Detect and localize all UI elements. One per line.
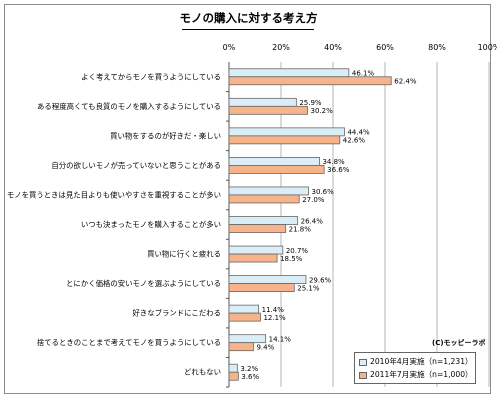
legend-label-2010: 2010年4月実施（n=1,231） xyxy=(370,357,473,366)
bar-2010 xyxy=(228,97,297,107)
category-label: 買い物に行くと疲れる xyxy=(147,250,221,259)
x-tick-label: 80% xyxy=(428,43,446,52)
bar-2011 xyxy=(228,253,278,263)
data-label: 3.6% xyxy=(241,373,259,381)
legend-item-2011: 2011年7月実施（n=1,000） xyxy=(359,370,473,380)
data-label: 30.6% xyxy=(312,188,335,196)
bar-2011 xyxy=(228,135,341,145)
data-label: 3.2% xyxy=(240,365,258,373)
data-label: 14.1% xyxy=(269,335,292,343)
category-label: とにかく価格の安いモノを選ぶようにしている xyxy=(66,279,221,288)
x-tick-label: 100% xyxy=(478,43,497,52)
legend-swatch-2011 xyxy=(359,371,367,379)
category-label: どれもない xyxy=(184,368,221,377)
bar-2010 xyxy=(228,334,267,344)
category-label: 買い物をするのが好きだ・楽しい xyxy=(110,131,221,140)
data-label: 25.1% xyxy=(297,284,320,292)
bar-2011 xyxy=(228,194,300,204)
data-label: 21.8% xyxy=(289,225,312,233)
x-tick-label: 40% xyxy=(324,43,342,52)
legend-label-2011: 2011年7月実施（n=1,000） xyxy=(370,370,473,379)
data-label: 12.1% xyxy=(263,314,286,322)
category-label: ある程度高くても良質のモノを購入するようにしている xyxy=(37,102,221,111)
category-label: よく考えてからモノを買うようにしている xyxy=(81,72,221,81)
bar-2011 xyxy=(228,371,239,381)
bar-2010 xyxy=(228,304,260,314)
chart-title: モノの購入に対する考え方 xyxy=(179,11,318,25)
title-underline xyxy=(182,29,314,30)
data-label: 25.9% xyxy=(299,99,322,107)
bar-2010 xyxy=(228,245,284,255)
bar-2011 xyxy=(228,105,308,115)
data-label: 26.4% xyxy=(301,217,324,225)
bar-2011 xyxy=(228,165,325,174)
data-label: 11.4% xyxy=(262,306,285,314)
x-tick-label: 20% xyxy=(272,43,290,52)
x-tick-label: 60% xyxy=(376,43,394,52)
category-label: 自分の欲しいモノが売っていないと思うことがある xyxy=(51,161,221,170)
data-label: 36.6% xyxy=(327,166,350,174)
category-label: 好きなブランドにこだわる xyxy=(132,309,221,318)
category-label: いつも決まったモノを購入することが多い xyxy=(81,220,221,229)
bar-2011 xyxy=(228,312,261,322)
bar-2010 xyxy=(228,186,309,196)
legend-item-2010: 2010年4月実施（n=1,231） xyxy=(359,357,473,367)
data-label: 46.1% xyxy=(352,70,375,78)
data-label: 29.6% xyxy=(309,276,332,284)
source-credit: (C)モッピーラボ xyxy=(432,339,486,347)
data-label: 44.4% xyxy=(347,129,370,137)
bar-2010 xyxy=(228,127,345,137)
data-label: 62.4% xyxy=(394,78,417,86)
data-label: 34.8% xyxy=(322,158,345,166)
category-label: 捨てるときのことまで考えてモノを買うようにしている xyxy=(37,338,221,347)
data-label: 9.4% xyxy=(256,343,274,351)
bar-2011 xyxy=(228,283,295,292)
x-tick-label: 0% xyxy=(223,43,236,52)
data-label: 42.6% xyxy=(343,137,366,145)
bar-2011 xyxy=(228,76,392,86)
bar-2011 xyxy=(228,342,254,352)
bar-2010 xyxy=(228,363,238,373)
data-label: 18.5% xyxy=(280,255,303,263)
legend-swatch-2010 xyxy=(359,358,367,366)
data-label: 27.0% xyxy=(302,196,325,204)
category-label: モノを買うときは見た目よりも使いやすさを重視することが多い xyxy=(7,190,221,199)
bar-2011 xyxy=(228,224,287,233)
data-label: 20.7% xyxy=(286,247,309,255)
legend: 2010年4月実施（n=1,231） 2011年7月実施（n=1,000） xyxy=(354,352,476,384)
bar-2010 xyxy=(228,216,299,225)
bar-2010 xyxy=(228,157,320,166)
bar-2010 xyxy=(228,275,307,284)
data-label: 30.2% xyxy=(311,107,334,115)
bar-2010 xyxy=(228,68,350,78)
